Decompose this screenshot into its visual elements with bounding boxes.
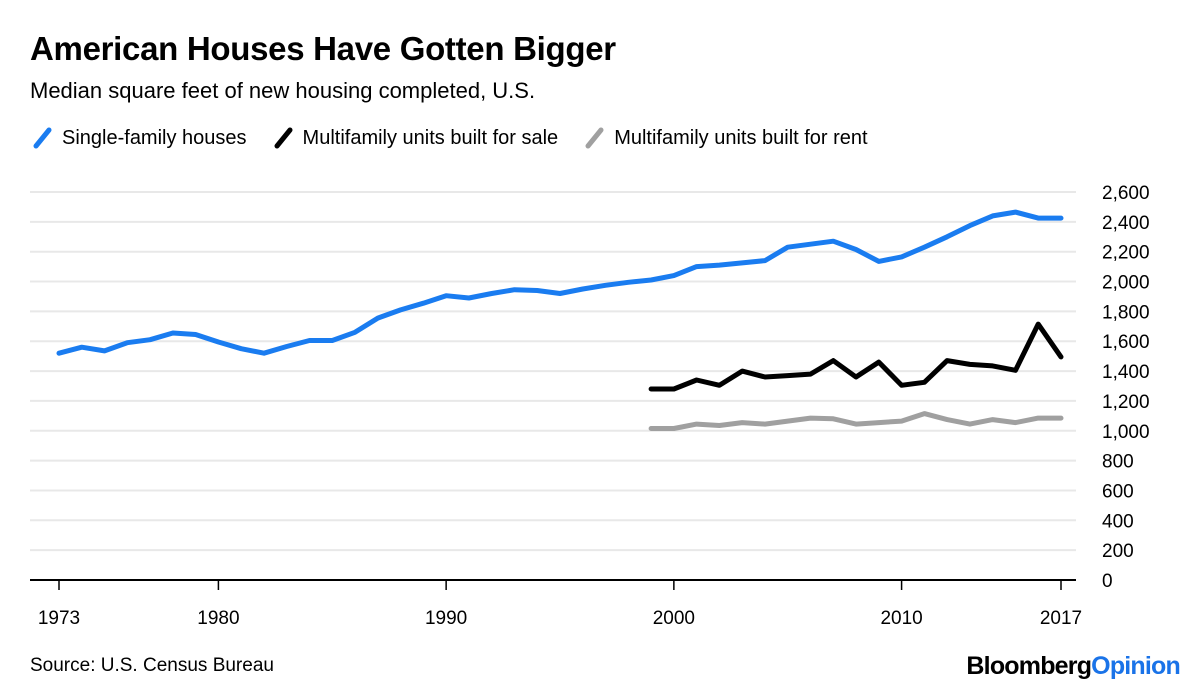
x-tick-label: 1990 bbox=[425, 608, 467, 629]
y-tick-label: 1,400 bbox=[1102, 362, 1150, 383]
legend-label: Multifamily units built for rent bbox=[614, 126, 868, 149]
y-tick-label: 1,000 bbox=[1102, 422, 1150, 443]
y-tick-label: 1,800 bbox=[1102, 302, 1150, 323]
bloomberg-opinion-logo: BloombergOpinion bbox=[966, 652, 1180, 681]
legend-item-multifamily-sale: Multifamily units built for sale bbox=[273, 126, 559, 150]
series-line-single-family-houses bbox=[56, 209, 1064, 356]
source-note: Source: U.S. Census Bureau bbox=[30, 655, 274, 676]
y-tick-label: 200 bbox=[1102, 541, 1134, 562]
logo-bloomberg: Bloomberg bbox=[966, 652, 1092, 680]
y-tick-label: 2,400 bbox=[1102, 213, 1150, 234]
y-tick-label: 0 bbox=[1102, 571, 1113, 592]
y-tick-label: 600 bbox=[1102, 481, 1134, 502]
x-tick-label: 1980 bbox=[197, 608, 239, 629]
x-tick-label: 2000 bbox=[653, 608, 695, 629]
y-tick-label: 2,200 bbox=[1102, 243, 1150, 264]
logo-opinion: Opinion bbox=[1091, 652, 1181, 680]
series-line-multifamily-units-built-for-rent bbox=[648, 411, 1064, 431]
legend-swatch-multifamily-rent-icon bbox=[585, 127, 604, 149]
y-tick-label: 2,000 bbox=[1102, 273, 1150, 294]
legend-item-multifamily-rent: Multifamily units built for rent bbox=[584, 126, 868, 150]
y-tick-label: 1,200 bbox=[1102, 392, 1150, 413]
y-tick-label: 1,600 bbox=[1102, 332, 1150, 353]
x-tick-label: 1973 bbox=[38, 608, 80, 629]
legend-label: Single-family houses bbox=[62, 126, 247, 149]
legend-label: Multifamily units built for sale bbox=[302, 126, 559, 149]
legend-item-single-family: Single-family houses bbox=[32, 126, 247, 150]
x-tick-label: 2017 bbox=[1040, 608, 1082, 629]
legend-swatch-multifamily-sale-icon bbox=[274, 127, 293, 149]
y-tick-label: 400 bbox=[1102, 511, 1134, 532]
y-tick-label: 800 bbox=[1102, 452, 1134, 473]
chart-subtitle: Median square feet of new housing comple… bbox=[30, 78, 536, 103]
y-tick-label: 2,600 bbox=[1102, 183, 1150, 204]
legend-swatch-single-family-icon bbox=[33, 127, 52, 149]
series-line-multifamily-units-built-for-sale bbox=[648, 321, 1064, 392]
legend: Single-family houses Multifamily units b… bbox=[32, 126, 894, 150]
chart-title: American Houses Have Gotten Bigger bbox=[30, 30, 616, 67]
x-tick-label: 2010 bbox=[880, 608, 922, 629]
